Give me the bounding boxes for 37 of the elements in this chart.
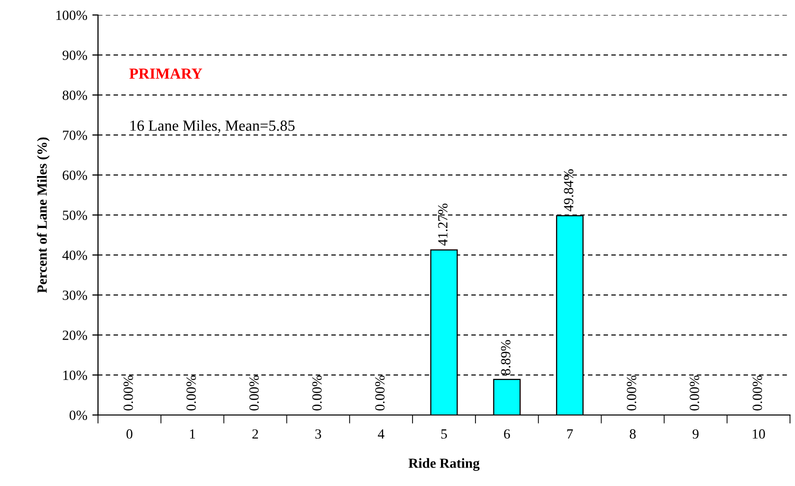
- x-tick-label: 9: [692, 429, 699, 439]
- y-tick-label: 80%: [62, 90, 88, 100]
- y-axis-title: Percent of Lane Miles (%): [36, 137, 50, 293]
- y-tick-label: 90%: [62, 50, 88, 60]
- y-tick-label: 40%: [62, 250, 88, 260]
- x-tick-label: 10: [752, 429, 765, 439]
- x-tick-label: 2: [252, 429, 258, 439]
- x-tick-label: 4: [378, 429, 384, 439]
- y-tick-label: 50%: [62, 210, 88, 220]
- x-tick-label: 0: [126, 429, 132, 439]
- y-tick-label: 70%: [63, 130, 88, 140]
- annotation: 16 Lane Miles, Mean=5.85: [130, 120, 295, 134]
- data-label: 8.89%: [501, 340, 510, 375]
- data-label: 0.00%: [752, 376, 762, 410]
- x-tick-label: 6: [504, 429, 510, 439]
- x-tick-label: 8: [630, 429, 636, 439]
- x-tick-label: 5: [441, 429, 447, 439]
- data-label: 0.00%: [312, 376, 322, 410]
- y-tick-label: 10%: [63, 370, 88, 380]
- data-label: 0.00%: [375, 376, 385, 410]
- data-label: 0.00%: [690, 376, 700, 410]
- x-tick-label: 1: [190, 429, 196, 439]
- y-tick-label: 30%: [62, 290, 88, 300]
- data-label: 0.00%: [249, 376, 259, 410]
- y-tick-label: 60%: [62, 170, 88, 180]
- data-label: 41.27%: [438, 204, 448, 246]
- x-tick-label: 7: [567, 429, 573, 439]
- data-label: 49.84%: [564, 169, 574, 212]
- x-tick-label: 3: [315, 429, 322, 439]
- data-label: 0.00%: [186, 376, 196, 410]
- data-label: 0.00%: [626, 376, 636, 410]
- y-tick-label: 100%: [56, 10, 88, 20]
- annotation: PRIMARY: [129, 68, 202, 79]
- y-tick-label: 0%: [70, 410, 88, 420]
- y-tick-label: 20%: [62, 330, 88, 340]
- data-label: 0.00%: [124, 376, 133, 410]
- x-axis-title: Ride Rating: [408, 458, 480, 471]
